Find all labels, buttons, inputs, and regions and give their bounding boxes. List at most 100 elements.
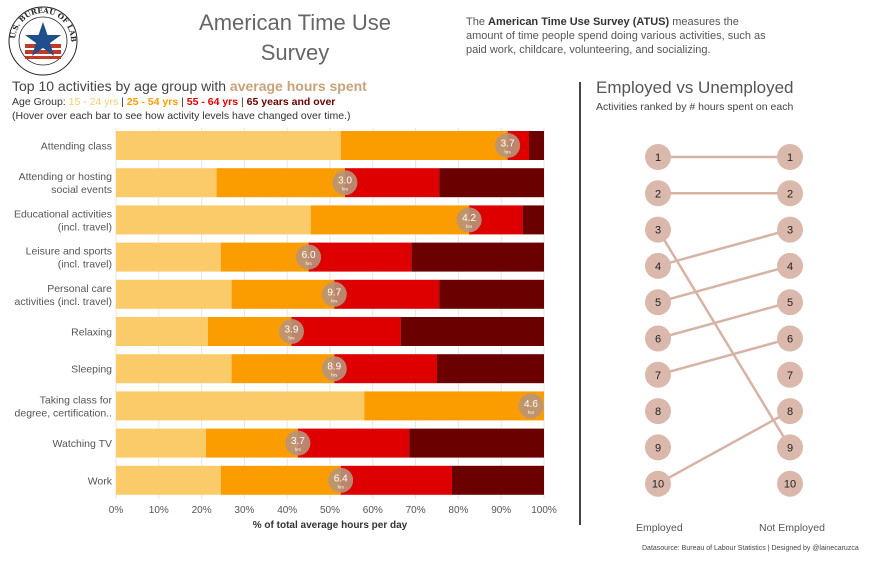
rank-number: 10: [652, 479, 664, 491]
bar-segment[interactable]: [411, 242, 544, 272]
bar-segment[interactable]: [116, 131, 341, 160]
employed-rank-node[interactable]: 2: [645, 180, 671, 207]
bar-segment[interactable]: [400, 317, 544, 346]
category-label: Attending class: [41, 141, 112, 153]
avg-hours-unit: hrs: [331, 298, 338, 303]
bar-segment[interactable]: [216, 168, 345, 198]
rank-link: [657, 410, 791, 485]
bar-segment[interactable]: [437, 354, 544, 384]
bar-segment[interactable]: [116, 168, 217, 198]
not-employed-rank-node[interactable]: 3: [777, 216, 803, 243]
x-tick-label: 40%: [277, 505, 297, 516]
avg-hours-value: 4.6: [524, 399, 538, 410]
x-tick-label: 90%: [491, 505, 511, 516]
bar-segment[interactable]: [344, 168, 440, 198]
bar-segment[interactable]: [205, 428, 298, 458]
avg-hours-value: 6.0: [302, 250, 316, 261]
rank-number: 5: [655, 297, 661, 309]
bar-segment[interactable]: [340, 131, 508, 160]
rank-number: 1: [787, 152, 793, 164]
category-label: Personal care activities (incl. travel): [15, 283, 113, 308]
bar-segment[interactable]: [340, 465, 452, 495]
x-tick-label: 10%: [149, 505, 169, 516]
not-employed-rank-node[interactable]: 8: [777, 398, 803, 425]
bar-segment[interactable]: [231, 279, 335, 309]
rank-number: 10: [784, 479, 796, 491]
bar-segment[interactable]: [297, 428, 410, 458]
bar-segment[interactable]: [310, 205, 470, 235]
bar-segment[interactable]: [220, 465, 341, 495]
rank-number: 9: [787, 442, 793, 454]
footer-source: Datasource: Bureau of Labour Statistics …: [642, 545, 859, 552]
bar-segment[interactable]: [364, 391, 544, 421]
bar-segment[interactable]: [116, 279, 232, 309]
avg-hours-value: 3.0: [338, 176, 352, 187]
avg-hours-unit: hrs: [295, 447, 302, 452]
bar-segment[interactable]: [291, 317, 401, 346]
bar-segment[interactable]: [439, 279, 544, 309]
bar-segment[interactable]: [220, 242, 309, 272]
bar-segment[interactable]: [409, 428, 544, 458]
bar-segment[interactable]: [334, 279, 440, 309]
category-label: Educational activities (incl. travel): [14, 208, 112, 233]
bar-segment[interactable]: [116, 391, 365, 421]
rank-number: 2: [787, 188, 793, 200]
employed-rank-node[interactable]: 10: [645, 470, 671, 497]
not-employed-rank-node[interactable]: 6: [777, 325, 803, 352]
avg-hours-value: 9.7: [327, 287, 341, 298]
x-tick-label: 30%: [234, 505, 254, 516]
bar-segment[interactable]: [116, 428, 206, 458]
bar-segment[interactable]: [116, 317, 209, 346]
bar-segment[interactable]: [116, 354, 232, 384]
not-employed-rank-node[interactable]: 7: [777, 361, 803, 388]
slope-chart: 1 2 3 4 5 6 7 8 9 10 1 2 3 4 5 6 7 8 9 10: [645, 144, 803, 497]
bar-segment[interactable]: [439, 168, 544, 198]
bar-segment[interactable]: [116, 205, 311, 235]
avg-hours-value: 3.7: [501, 139, 515, 150]
avg-hours-unit: hrs: [305, 261, 312, 266]
bar-segment[interactable]: [116, 242, 221, 272]
rank-number: 9: [655, 442, 661, 454]
bar-segment[interactable]: [231, 354, 335, 384]
not-employed-rank-node[interactable]: 5: [777, 289, 803, 316]
category-label: Work: [88, 475, 113, 487]
intro-text: The American Time Use Survey (ATUS) meas…: [466, 16, 766, 56]
avg-hours-unit: hrs: [504, 150, 511, 155]
bar-segment[interactable]: [116, 465, 221, 495]
bar-segment[interactable]: [451, 465, 544, 495]
category-label: Leisure and sports (incl. travel): [26, 246, 112, 271]
avg-hours-value: 3.9: [285, 325, 299, 336]
employed-rank-node[interactable]: 1: [645, 144, 671, 170]
rank-number: 3: [787, 225, 793, 237]
bar-segment[interactable]: [529, 131, 544, 160]
not-employed-rank-node[interactable]: 1: [777, 144, 803, 170]
avg-hours-unit: hrs: [342, 187, 349, 192]
legend-55-64: 55 - 64 yrs: [186, 96, 239, 108]
avg-hours-unit: hrs: [338, 484, 345, 489]
not-employed-label: Not Employed: [759, 522, 825, 534]
employed-rank-node[interactable]: 9: [645, 434, 671, 461]
x-tick-label: 60%: [363, 505, 383, 516]
not-employed-rank-node[interactable]: 2: [777, 180, 803, 207]
bar-segment[interactable]: [522, 205, 544, 235]
bar-segment[interactable]: [308, 242, 412, 272]
bar-section-title: Top 10 activities by age group with aver…: [12, 78, 367, 94]
employed-rank-node[interactable]: 4: [645, 252, 671, 279]
employed-rank-node[interactable]: 7: [645, 361, 671, 388]
bar-segment[interactable]: [208, 317, 292, 346]
hover-note: (Hover over each bar to see how activity…: [12, 110, 351, 122]
employed-rank-node[interactable]: 3: [645, 216, 671, 243]
bar-segment[interactable]: [334, 354, 437, 384]
x-axis-title: % of total average hours per day: [253, 520, 408, 531]
employed-rank-node[interactable]: 6: [645, 325, 671, 352]
employed-rank-node[interactable]: 5: [645, 289, 671, 316]
not-employed-rank-node[interactable]: 9: [777, 434, 803, 461]
not-employed-rank-node[interactable]: 4: [777, 252, 803, 279]
employed-label: Employed: [636, 522, 683, 534]
x-tick-label: 100%: [531, 505, 557, 516]
not-employed-rank-node[interactable]: 10: [777, 470, 803, 497]
employed-rank-node[interactable]: 8: [645, 398, 671, 425]
rank-number: 6: [787, 334, 793, 346]
